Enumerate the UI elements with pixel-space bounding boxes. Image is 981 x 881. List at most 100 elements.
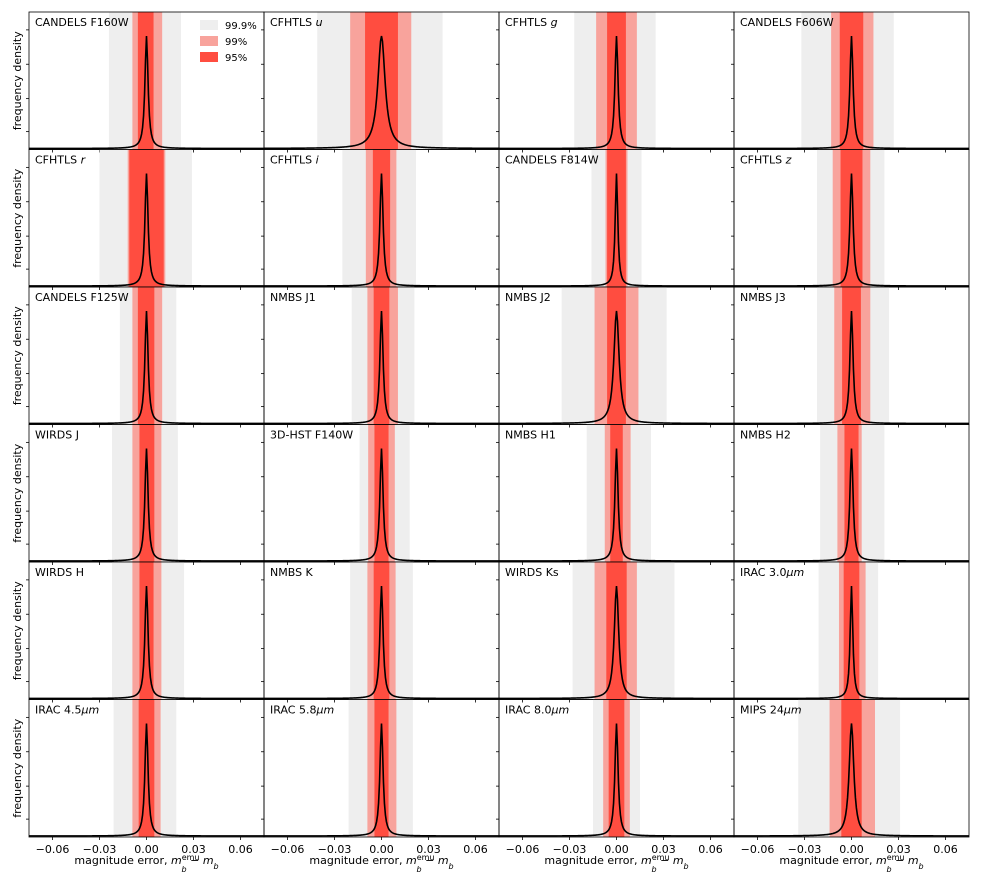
band-95: [843, 562, 860, 700]
panel-title: 3D-HST F140W: [270, 429, 353, 442]
band-95: [373, 562, 390, 700]
panel-title: CANDELS F606W: [740, 16, 834, 29]
panel-7: CANDELS F814W: [496, 149, 735, 290]
legend-label: 99.9%: [225, 21, 257, 32]
x-tick-label: 0.06: [698, 843, 723, 856]
density-curve: [734, 310, 969, 425]
x-tick-label: 0.03: [651, 843, 676, 856]
panel-title: NMBS K: [270, 566, 314, 579]
x-tick-label: 0.06: [933, 843, 958, 856]
band-95: [365, 12, 398, 150]
panel-title: NMBS H1: [505, 429, 556, 442]
x-tick-label: 0.03: [181, 843, 206, 856]
panel-16: NMBS H2: [731, 424, 970, 565]
x-tick-label: −0.03: [788, 843, 822, 856]
panel-title: NMBS H2: [740, 429, 791, 442]
panel-title: CFHTLS i: [270, 154, 319, 167]
panel-title: WIRDS H: [35, 566, 84, 579]
density-curve: [29, 310, 264, 425]
density-curve: [733, 723, 970, 837]
legend-swatch: [200, 52, 218, 62]
x-axis-label: magnitude error, memu b − mb: [779, 853, 923, 875]
legend-swatch: [200, 20, 218, 30]
panel-22: IRAC 5.8μm −0.06 −0.03 0.00 0.03 0.06 magnitud…: [261, 699, 500, 875]
density-curve: [499, 310, 734, 425]
panel-title: CANDELS F160W: [35, 16, 129, 29]
panel-19: WIRDS Ks: [496, 561, 735, 703]
density-curve: [29, 35, 264, 150]
panel-18: NMBS K: [261, 561, 500, 703]
band-95: [841, 699, 862, 837]
density-curve: [499, 35, 734, 150]
x-tick-label: 0.00: [604, 843, 629, 856]
panel-title: NMBS J2: [505, 291, 551, 304]
panel-5: CFHTLS r frequency density: [11, 149, 265, 290]
x-tick-label: 0.03: [886, 843, 911, 856]
band-95: [129, 149, 164, 287]
y-axis-label: frequency density: [11, 443, 24, 542]
panel-title: MIPS 24μm: [740, 704, 802, 717]
panel-title: CFHTLS r: [35, 154, 87, 167]
x-axis-label: magnitude error, memu b − mb: [309, 853, 453, 875]
density-curve: [264, 173, 499, 287]
density-curve: [29, 448, 264, 562]
panel-12: NMBS J3: [731, 286, 970, 428]
panel-10: NMBS J1: [261, 286, 500, 428]
x-axis-label: magnitude error, memu b − mb: [544, 853, 688, 875]
legend-label: 95%: [225, 53, 247, 64]
panel-24: MIPS 24μm −0.06 −0.03 0.00 0.03 0.06 magnitude…: [731, 699, 970, 875]
density-curve: [29, 723, 264, 837]
x-tick-label: −0.06: [36, 843, 70, 856]
y-axis-label: frequency density: [11, 581, 24, 680]
band-95: [839, 12, 864, 150]
band-95: [137, 287, 155, 425]
density-curve: [499, 173, 734, 287]
band-95: [608, 699, 625, 837]
panel-1: CANDELS F160W frequency density: [11, 11, 265, 153]
panel-title: IRAC 3.0μm: [740, 566, 804, 579]
x-tick-label: 0.06: [228, 843, 253, 856]
panel-20: IRAC 3.0μm: [731, 561, 970, 703]
band-95: [607, 149, 626, 287]
panel-9: CANDELS F125W frequency density: [11, 286, 265, 428]
x-axis-label: magnitude error, memu b − mb: [74, 853, 218, 875]
panel-13: WIRDS J frequency density: [11, 424, 265, 565]
panel-title: CFHTLS g: [505, 16, 558, 29]
y-axis-label: frequency density: [11, 31, 24, 130]
density-curve: [499, 585, 734, 700]
x-tick-label: −0.06: [271, 843, 305, 856]
panel-title: IRAC 8.0μm: [505, 704, 569, 717]
x-tick-label: −0.06: [506, 843, 540, 856]
density-curve: [264, 35, 499, 150]
band-95: [138, 699, 155, 837]
density-curve: [734, 35, 969, 150]
panel-3: CFHTLS g: [496, 11, 735, 153]
panel-11: NMBS J2: [496, 286, 735, 428]
panel-6: CFHTLS i: [261, 149, 500, 290]
band-95: [373, 287, 390, 425]
y-axis-label: frequency density: [11, 718, 24, 817]
density-curve: [734, 448, 969, 562]
density-curve: [29, 585, 264, 700]
x-tick-label: 0.00: [369, 843, 394, 856]
x-tick-label: −0.03: [318, 843, 352, 856]
legend-swatch: [200, 36, 218, 46]
x-tick-label: 0.00: [839, 843, 864, 856]
band-95: [607, 12, 626, 150]
band-95: [606, 562, 627, 700]
legend: 99.9% 99% 95%: [200, 20, 257, 64]
panel-title: CFHTLS u: [270, 16, 323, 29]
panel-title: WIRDS J: [35, 429, 79, 442]
y-axis-label: frequency density: [11, 168, 24, 267]
band-95: [372, 149, 391, 287]
x-tick-label: 0.06: [463, 843, 488, 856]
panel-21: IRAC 4.5μm −0.06 −0.03 0.00 0.03 0.06 frequenc…: [11, 699, 265, 875]
density-curve: [734, 173, 969, 287]
panel-title: CANDELS F125W: [35, 291, 129, 304]
panel-14: 3D-HST F140W: [261, 424, 500, 565]
density-curve: [734, 585, 969, 700]
density-curve: [264, 448, 499, 562]
density-curve: [29, 173, 264, 287]
panel-2: CFHTLS u: [261, 11, 500, 153]
